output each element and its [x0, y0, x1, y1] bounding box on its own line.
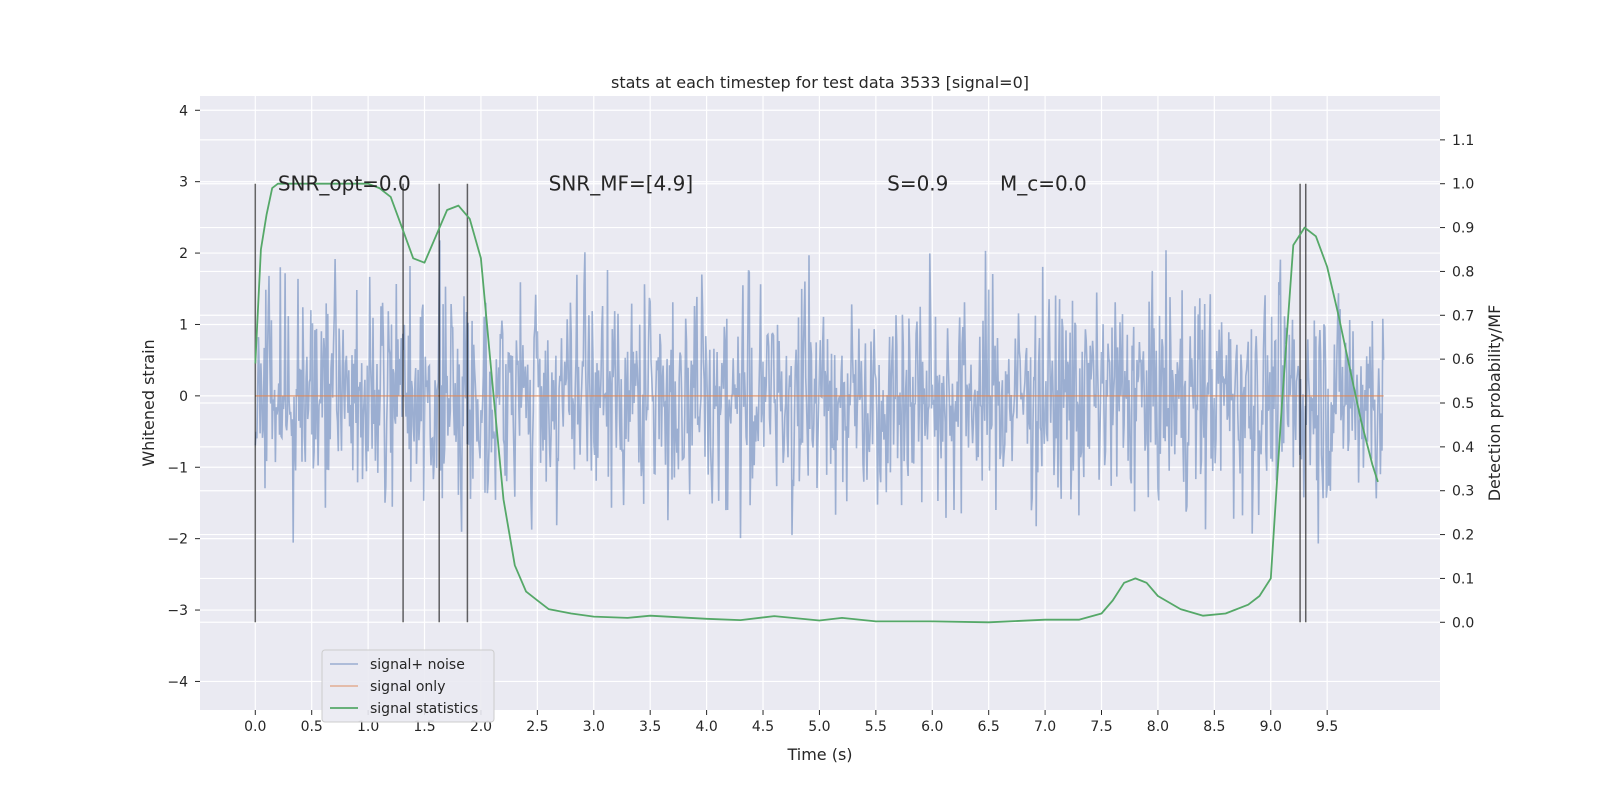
x-tick-label: 0.0: [244, 719, 266, 735]
annotation-label: M_c=0.0: [1000, 172, 1087, 196]
y2-tick-label: 1.0: [1452, 177, 1474, 193]
annotation-label: SNR_MF=[4.9]: [549, 172, 693, 196]
x-tick-label: 9.5: [1316, 719, 1338, 735]
series-signal-plus-noise: [254, 240, 1385, 544]
annotation-label: SNR_opt=0.0: [278, 172, 411, 196]
legend-box: [321, 649, 495, 723]
x-tick-label: 3.0: [583, 719, 605, 735]
y2-tick-label: 0.7: [1452, 308, 1474, 324]
series-signal-statistics: [254, 182, 1379, 624]
y2-tick-label: 0.5: [1452, 396, 1474, 412]
legend-label-signal-only: signal only: [370, 679, 445, 695]
x-axis-label: Time (s): [786, 745, 852, 764]
y-tick-label: 0: [179, 389, 188, 405]
legend-label-noise: signal+ noise: [370, 657, 465, 673]
x-tick-label: 1.0: [357, 719, 379, 735]
y-tick-label: −2: [167, 532, 188, 548]
y-tick-label: 1: [179, 317, 188, 333]
x-tick-label: 3.5: [639, 719, 661, 735]
y2-tick-label: 0.1: [1452, 571, 1474, 587]
legend-label-statistics: signal statistics: [370, 701, 478, 717]
y-axis-ticks: 4 3 2 1 0 −1 −2 −3 −4: [167, 103, 200, 690]
y2-tick-label: 0.0: [1452, 615, 1474, 631]
noise-trace: [254, 240, 1385, 544]
y-tick-label: 4: [179, 103, 188, 119]
y2-axis-label: Detection probability/MF: [1485, 305, 1504, 502]
x-tick-label: 4.5: [752, 719, 774, 735]
y-tick-label: 2: [179, 246, 188, 262]
y2-tick-label: 0.3: [1452, 484, 1474, 500]
y-tick-label: −4: [167, 674, 188, 690]
x-tick-label: 6.5: [978, 719, 1000, 735]
x-tick-label: 6.0: [921, 719, 943, 735]
y2-tick-label: 0.6: [1452, 352, 1474, 368]
x-tick-label: 7.5: [1090, 719, 1112, 735]
x-axis-ticks: 0.0 0.5 1.0 1.5 2.0 2.5 3.0 3.5 4.0 4.5 5.0 5.5 6.0 6…: [244, 710, 1338, 735]
annotations: SNR_opt=0.0 SNR_MF=[4.9] S=0.9 M_c=0.0: [278, 172, 1087, 196]
y-tick-label: 3: [179, 175, 188, 191]
x-tick-label: 8.5: [1203, 719, 1225, 735]
y2-tick-label: 1.1: [1452, 133, 1474, 149]
x-tick-label: 5.5: [865, 719, 887, 735]
annotation-label: S=0.9: [887, 172, 948, 196]
statistics-line: [254, 182, 1379, 624]
x-tick-label: 8.0: [1147, 719, 1169, 735]
y2-tick-label: 0.8: [1452, 264, 1474, 280]
y2-tick-label: 0.2: [1452, 528, 1474, 544]
x-tick-label: 0.5: [301, 719, 323, 735]
x-tick-label: 5.0: [808, 719, 830, 735]
chart-title: stats at each timestep for test data 353…: [611, 73, 1029, 92]
x-tick-label: 2.0: [470, 719, 492, 735]
y-tick-label: −3: [167, 603, 188, 619]
y-axis-label: Whitened strain: [139, 339, 158, 466]
y-tick-label: −1: [167, 460, 188, 476]
x-tick-label: 2.5: [526, 719, 548, 735]
y2-tick-label: 0.4: [1452, 440, 1474, 456]
y2-axis-ticks: 1.1 1.0 0.9 0.8 0.7 0.6 0.5 0.4 0.3 0.2 0.1 0.0: [1440, 133, 1474, 631]
x-tick-label: 7.0: [1034, 719, 1056, 735]
x-tick-label: 1.5: [413, 719, 435, 735]
y2-tick-label: 0.9: [1452, 221, 1474, 237]
legend: signal+ noise signal only signal statist…: [321, 649, 495, 723]
x-tick-label: 4.0: [695, 719, 717, 735]
x-tick-label: 9.0: [1260, 719, 1282, 735]
vertical-marker-lines: [254, 183, 1307, 623]
